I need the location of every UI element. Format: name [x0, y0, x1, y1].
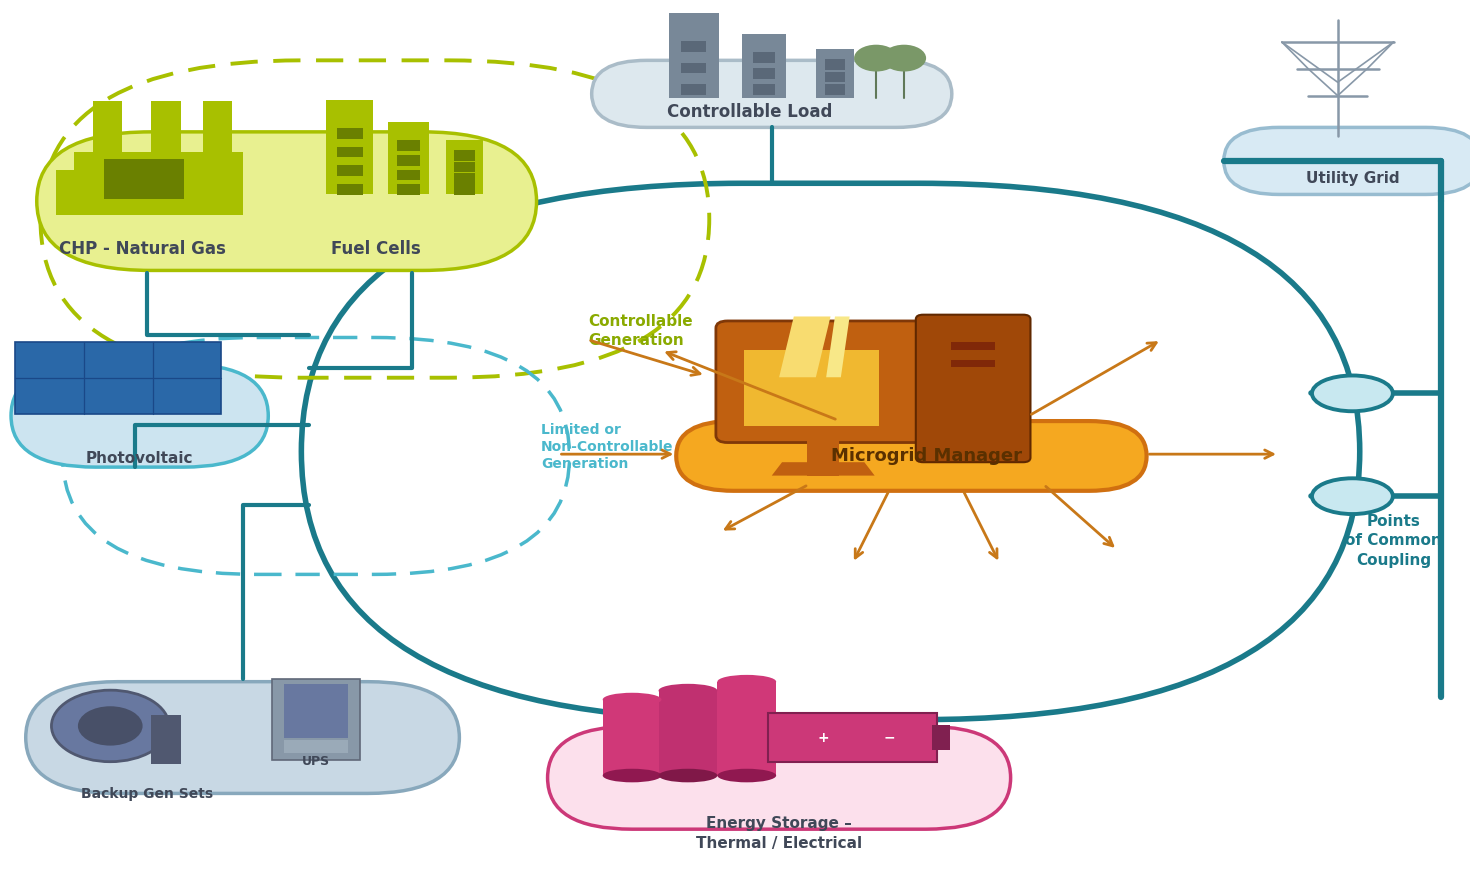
Bar — [754, 68, 776, 79]
Polygon shape — [826, 316, 850, 377]
Bar — [932, 725, 950, 750]
Bar — [397, 140, 420, 151]
Ellipse shape — [603, 693, 662, 706]
Circle shape — [882, 45, 926, 72]
Bar — [681, 84, 706, 95]
Bar — [447, 140, 482, 194]
FancyBboxPatch shape — [547, 726, 1011, 830]
Text: Microgrid Manager: Microgrid Manager — [831, 447, 1022, 465]
Bar — [951, 360, 995, 367]
FancyBboxPatch shape — [26, 681, 459, 794]
Text: Fuel Cells: Fuel Cells — [331, 240, 420, 257]
Bar — [388, 122, 429, 194]
Bar — [826, 72, 845, 82]
Bar — [56, 170, 85, 215]
Bar — [681, 41, 706, 52]
FancyBboxPatch shape — [676, 421, 1147, 491]
Bar — [742, 34, 786, 98]
Ellipse shape — [717, 675, 776, 688]
Bar — [337, 128, 363, 139]
Ellipse shape — [1311, 375, 1392, 411]
Text: +: + — [817, 730, 829, 745]
Bar — [754, 84, 776, 95]
Bar — [337, 147, 363, 157]
Ellipse shape — [1311, 478, 1392, 514]
Bar — [103, 159, 185, 199]
Ellipse shape — [659, 769, 717, 782]
Text: −: − — [883, 730, 895, 745]
Circle shape — [854, 45, 898, 72]
Bar — [397, 170, 420, 181]
Text: Energy Storage –
Thermal / Electrical: Energy Storage – Thermal / Electrical — [695, 816, 863, 850]
Bar — [74, 152, 244, 215]
Text: Controllable
Generation: Controllable Generation — [588, 314, 692, 348]
Bar — [807, 440, 839, 476]
FancyBboxPatch shape — [12, 365, 268, 467]
Bar — [603, 699, 662, 776]
Bar — [454, 184, 475, 195]
Bar — [397, 155, 420, 165]
Bar — [454, 162, 475, 173]
Bar — [951, 342, 995, 350]
Bar — [337, 165, 363, 176]
Text: Photovoltaic: Photovoltaic — [85, 451, 194, 466]
Polygon shape — [779, 316, 831, 377]
FancyBboxPatch shape — [716, 321, 931, 443]
Bar — [151, 100, 181, 159]
Bar — [15, 342, 220, 414]
FancyBboxPatch shape — [591, 61, 951, 127]
Bar — [93, 100, 122, 159]
Bar — [397, 184, 420, 195]
Text: Controllable Load: Controllable Load — [667, 103, 832, 121]
FancyBboxPatch shape — [37, 132, 537, 270]
Circle shape — [78, 706, 143, 746]
Text: CHP - Natural Gas: CHP - Natural Gas — [59, 240, 226, 257]
Text: Limited or
Non-Controllable
Generation: Limited or Non-Controllable Generation — [541, 423, 673, 471]
Ellipse shape — [717, 769, 776, 782]
FancyBboxPatch shape — [1223, 128, 1470, 195]
Ellipse shape — [659, 684, 717, 697]
Polygon shape — [772, 462, 875, 476]
Bar — [454, 150, 475, 161]
Text: Utility Grid: Utility Grid — [1305, 172, 1399, 186]
Bar — [272, 679, 360, 760]
Bar — [659, 690, 717, 775]
Bar — [717, 681, 776, 775]
Bar — [284, 684, 348, 738]
Bar — [454, 173, 475, 183]
Text: Points
of Common
Coupling: Points of Common Coupling — [1345, 514, 1442, 568]
Bar — [669, 13, 719, 98]
Bar — [744, 350, 879, 426]
Bar — [151, 715, 181, 763]
Bar — [754, 52, 776, 63]
Text: UPS: UPS — [301, 755, 331, 768]
Bar — [826, 59, 845, 71]
Bar — [681, 63, 706, 73]
FancyBboxPatch shape — [916, 315, 1030, 462]
Bar — [816, 49, 854, 98]
Bar — [203, 100, 232, 159]
Ellipse shape — [603, 769, 662, 782]
Circle shape — [51, 690, 169, 762]
Bar — [284, 740, 348, 753]
Bar — [767, 713, 936, 762]
Bar — [326, 100, 373, 194]
Bar — [337, 184, 363, 195]
FancyBboxPatch shape — [301, 183, 1360, 720]
Text: Backup Gen Sets: Backup Gen Sets — [81, 787, 213, 801]
Bar — [826, 84, 845, 95]
